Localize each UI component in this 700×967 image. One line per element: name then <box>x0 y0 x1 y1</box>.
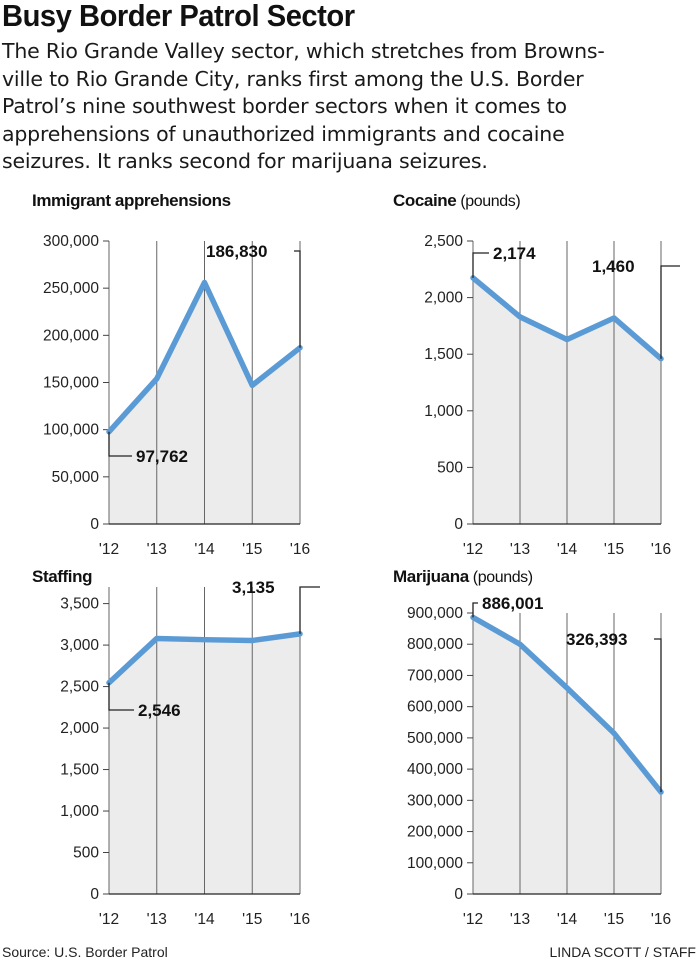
callout-leader <box>108 682 134 711</box>
callout-leader <box>472 252 489 278</box>
chart-0: Immigrant apprehensions 0 50,000 100,000 150… <box>32 191 310 558</box>
x-tick-label: '16 <box>651 911 671 928</box>
y-tick-label: 1,500 <box>60 762 99 779</box>
chart-title: Staffing <box>32 567 92 586</box>
y-tick-label: 900,000 <box>407 605 463 622</box>
data-label: 326,393 <box>566 630 627 649</box>
x-tick-label: '12 <box>463 911 483 928</box>
y-tick-label: 600,000 <box>407 699 463 716</box>
chart-unit: (pounds) <box>460 193 520 210</box>
chart-title-text: Marijuana <box>393 567 470 586</box>
y-tick-label: 200,000 <box>43 327 99 344</box>
y-tick-label: 250,000 <box>43 280 99 297</box>
x-tick-label: '16 <box>290 541 310 558</box>
y-tick-label: 150,000 <box>43 375 99 392</box>
data-label: 3,135 <box>232 578 275 597</box>
data-label: 186,830 <box>206 242 267 261</box>
y-tick-label: 200,000 <box>407 824 463 841</box>
series-line <box>470 614 664 795</box>
x-tick-label: '14 <box>557 911 578 928</box>
y-tick-label: 2,500 <box>424 233 463 250</box>
chart-title: Marijuana (pounds) <box>393 567 533 586</box>
chart-1: Cocaine (pounds) 0 500 1,000 1,500 2,000 2,500 '… <box>393 191 680 558</box>
y-tick-label: 100,000 <box>43 422 99 439</box>
x-tick-label: '13 <box>147 541 167 558</box>
y-tick-label: 1,000 <box>424 403 463 420</box>
y-tick-label: 0 <box>90 516 99 533</box>
x-tick-label: '16 <box>290 911 310 928</box>
x-tick-label: '13 <box>510 541 530 558</box>
chart-title-text: Cocaine <box>393 191 456 210</box>
x-tick-label: '12 <box>463 541 483 558</box>
callout-leader <box>294 250 301 348</box>
data-label: 1,460 <box>592 257 635 276</box>
y-tick-label: 2,500 <box>60 679 99 696</box>
data-label: 97,762 <box>136 447 188 466</box>
callout-leader <box>299 586 320 634</box>
data-label: 886,001 <box>482 594 543 613</box>
y-tick-label: 1,500 <box>424 346 463 363</box>
y-tick-label: 800,000 <box>407 636 463 653</box>
x-tick-label: '15 <box>242 911 262 928</box>
credit-note: LINDA SCOTT / STAFF <box>549 944 696 960</box>
callout-leader <box>660 265 680 359</box>
data-label: 2,174 <box>493 244 536 263</box>
y-tick-label: 400,000 <box>407 761 463 778</box>
series-line <box>106 279 303 435</box>
x-tick-label: '15 <box>604 541 624 558</box>
y-tick-label: 3,000 <box>60 637 99 654</box>
intro-text: The Rio Grande Valley sector, which stre… <box>2 38 700 176</box>
source-note: Source: U.S. Border Patrol <box>2 944 168 960</box>
y-tick-label: 2,000 <box>60 720 99 737</box>
y-tick-label: 300,000 <box>43 233 99 250</box>
y-tick-label: 700,000 <box>407 667 463 684</box>
headline: Busy Border Patrol Sector <box>2 0 355 33</box>
callout-leader <box>654 638 662 793</box>
x-tick-label: '15 <box>242 541 262 558</box>
x-tick-label: '14 <box>194 541 215 558</box>
chart-2: Staffing 0 500 1,000 1,500 2,000 2,500 3,000 3,5… <box>32 567 320 928</box>
x-tick-label: '13 <box>510 911 530 928</box>
chart-unit: (pounds) <box>473 569 533 586</box>
y-tick-label: 500 <box>437 459 463 476</box>
intro-line: ville to Rio Grande City, ranks first am… <box>2 66 584 91</box>
callout-leader <box>108 431 132 457</box>
y-tick-label: 1,000 <box>60 803 99 820</box>
chart-title: Immigrant apprehensions <box>32 191 231 210</box>
y-tick-label: 0 <box>454 886 463 903</box>
x-tick-label: '12 <box>99 541 119 558</box>
x-tick-label: '14 <box>557 541 578 558</box>
y-tick-label: 50,000 <box>52 469 100 486</box>
y-tick-label: 300,000 <box>407 792 463 809</box>
x-tick-label: '13 <box>147 911 167 928</box>
y-tick-label: 3,500 <box>60 596 99 613</box>
y-tick-label: 500 <box>73 845 99 862</box>
chart-title: Cocaine (pounds) <box>393 191 520 210</box>
x-tick-label: '15 <box>604 911 624 928</box>
x-tick-label: '14 <box>194 911 215 928</box>
chart-title-text: Immigrant apprehensions <box>32 191 231 210</box>
series-line <box>470 275 664 362</box>
intro-line: apprehensions of unauthorized immigrants… <box>2 121 565 146</box>
x-tick-label: '12 <box>99 911 119 928</box>
chart-title-text: Staffing <box>32 567 92 586</box>
intro-line: The Rio Grande Valley sector, which stre… <box>2 39 605 63</box>
callout-leader <box>472 602 478 618</box>
chart-3: Marijuana (pounds) 0 100,000 200,000 300,000 4… <box>393 567 671 928</box>
intro-line: seizures. It ranks second for marijuana … <box>2 149 488 173</box>
intro-line: Patrol’s nine southwest border sectors w… <box>2 94 567 118</box>
y-tick-label: 100,000 <box>407 855 463 872</box>
x-tick-label: '16 <box>651 541 671 558</box>
y-tick-label: 2,000 <box>424 290 463 307</box>
y-tick-label: 500,000 <box>407 730 463 747</box>
series-line <box>106 631 303 686</box>
y-tick-label: 0 <box>454 516 463 533</box>
data-label: 2,546 <box>138 701 181 720</box>
y-tick-label: 0 <box>90 886 99 903</box>
